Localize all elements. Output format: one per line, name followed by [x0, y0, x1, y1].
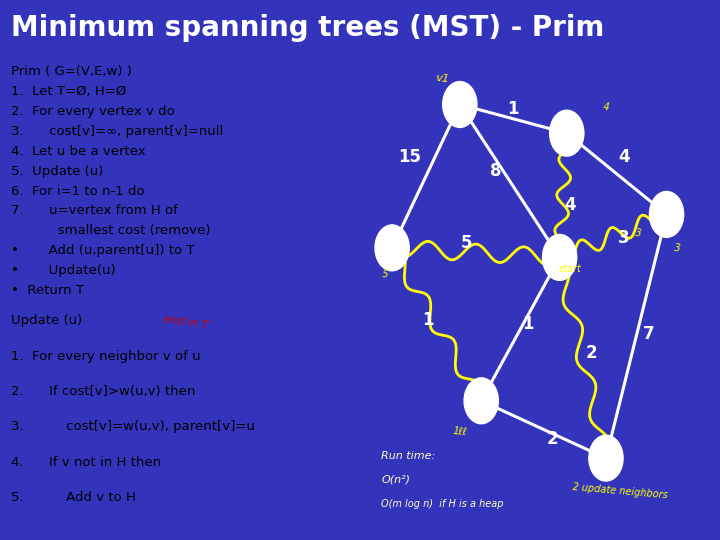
Text: end in T: end in T	[163, 314, 209, 330]
Circle shape	[589, 435, 623, 481]
Text: 2.      If cost[v]>w(u,v) then: 2. If cost[v]>w(u,v) then	[11, 385, 196, 398]
Text: 6.  For i=1 to n-1 do: 6. For i=1 to n-1 do	[11, 185, 145, 198]
Text: Prim ( G=(V,E,w) ): Prim ( G=(V,E,w) )	[11, 65, 132, 78]
Text: 5.  Update (u): 5. Update (u)	[11, 165, 104, 178]
Text: •       Update(u): • Update(u)	[11, 264, 116, 277]
Circle shape	[542, 234, 577, 280]
Circle shape	[464, 378, 498, 424]
Circle shape	[649, 192, 684, 238]
Text: 5: 5	[382, 269, 389, 279]
Circle shape	[375, 225, 409, 271]
Text: 1.  For every neighbor v of u: 1. For every neighbor v of u	[11, 349, 201, 362]
Text: start: start	[559, 265, 582, 274]
Text: 2 update neighbors: 2 update neighbors	[572, 482, 668, 501]
Text: 4.  Let u be a vertex: 4. Let u be a vertex	[11, 145, 145, 158]
Text: Run time:: Run time:	[382, 451, 436, 461]
Text: •  Return T: • Return T	[11, 284, 84, 297]
Text: 3.          cost[v]=w(u,v), parent[v]=u: 3. cost[v]=w(u,v), parent[v]=u	[11, 420, 255, 433]
Text: 4: 4	[603, 102, 610, 112]
Text: v1: v1	[435, 72, 449, 84]
Text: 4: 4	[564, 196, 576, 214]
Circle shape	[549, 110, 584, 156]
Circle shape	[443, 82, 477, 127]
Text: 2: 2	[586, 344, 598, 362]
Text: 3: 3	[674, 242, 681, 253]
Text: 1ℓℓ: 1ℓℓ	[452, 426, 467, 437]
Text: 1: 1	[422, 310, 433, 328]
Text: 3: 3	[618, 230, 629, 247]
Text: 8: 8	[490, 163, 501, 180]
Text: smallest cost (remove): smallest cost (remove)	[11, 224, 211, 238]
Text: 5: 5	[462, 234, 473, 252]
Text: Update (u): Update (u)	[11, 314, 82, 327]
Text: 1.  Let T=Ø, H=Ø: 1. Let T=Ø, H=Ø	[11, 85, 127, 98]
Text: Minimum spanning trees (MST) - Prim: Minimum spanning trees (MST) - Prim	[11, 14, 604, 42]
Text: 1: 1	[508, 100, 519, 118]
Text: •       Add (u,parent[u]) to T: • Add (u,parent[u]) to T	[11, 244, 194, 257]
Text: 3: 3	[634, 228, 642, 239]
Text: 7.      u=vertex from H of: 7. u=vertex from H of	[11, 205, 178, 218]
Text: 1: 1	[522, 315, 534, 333]
Text: 2: 2	[546, 430, 558, 448]
Text: 7: 7	[643, 325, 654, 343]
Text: 5.          Add v to H: 5. Add v to H	[11, 491, 136, 504]
Text: 15: 15	[398, 148, 421, 166]
Text: 3.      cost[v]=∞, parent[v]=null: 3. cost[v]=∞, parent[v]=null	[11, 125, 223, 138]
Text: 4.      If v not in H then: 4. If v not in H then	[11, 456, 161, 469]
Text: 2.  For every vertex v do: 2. For every vertex v do	[11, 105, 175, 118]
Text: 4: 4	[618, 148, 629, 166]
Text: O(n²): O(n²)	[382, 475, 410, 485]
Text: O(m log n)  if H is a heap: O(m log n) if H is a heap	[382, 499, 504, 509]
